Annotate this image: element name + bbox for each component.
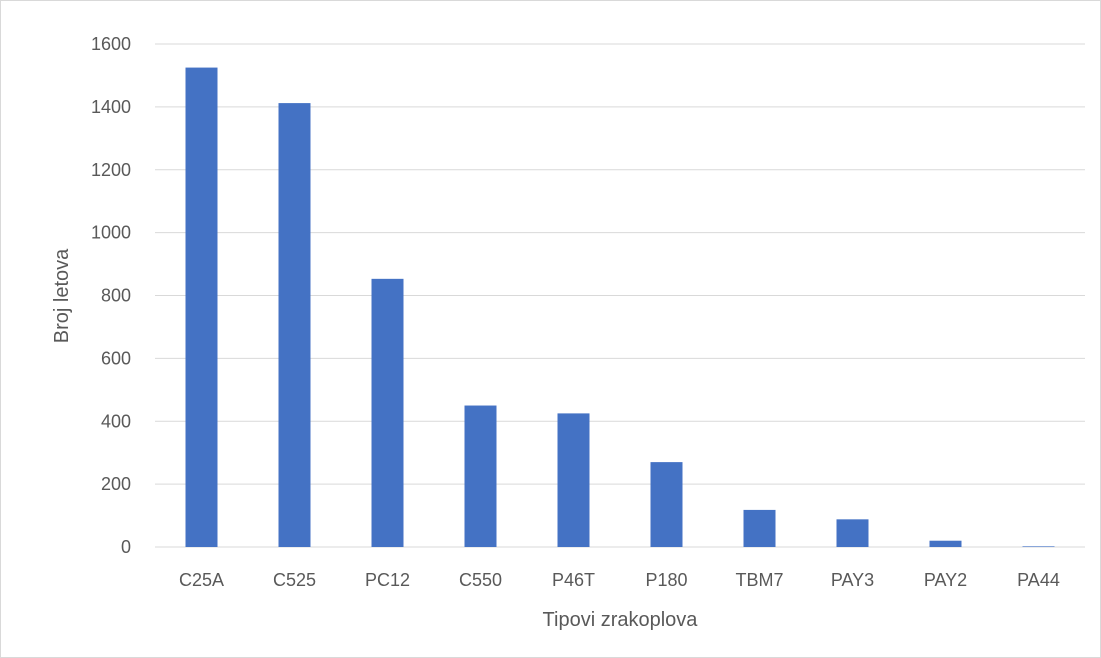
bar-c525 (278, 103, 311, 547)
bar-pa44 (1022, 546, 1055, 547)
bar-p46t (557, 413, 590, 547)
bar-tbm7 (743, 509, 776, 547)
x-tick-label: PA44 (1017, 570, 1060, 590)
y-tick-label: 1200 (91, 160, 131, 180)
y-tick-label: 800 (101, 286, 131, 306)
y-axis-ticks: 0 200 400 600 800 1000 1200 1400 1600 (91, 34, 131, 557)
y-tick-label: 0 (121, 537, 131, 557)
bar-pay3 (836, 519, 869, 547)
x-tick-label: C550 (459, 570, 502, 590)
x-axis-ticks: C25A C525 PC12 C550 P46T P180 TBM7 PAY3 PAY2 PA44 (179, 570, 1060, 590)
x-tick-label: PC12 (365, 570, 410, 590)
x-axis-title: Tipovi zrakoplova (543, 609, 699, 631)
x-tick-label: PAY2 (924, 570, 967, 590)
y-tick-label: 1600 (91, 34, 131, 54)
bar-p180 (650, 462, 683, 547)
x-tick-label: C25A (179, 570, 224, 590)
y-tick-label: 1400 (91, 97, 131, 117)
x-tick-label: C525 (273, 570, 316, 590)
x-tick-label: PAY3 (831, 570, 874, 590)
bar-pc12 (371, 278, 404, 547)
y-tick-label: 400 (101, 411, 131, 431)
y-tick-label: 200 (101, 474, 131, 494)
y-tick-label: 600 (101, 348, 131, 368)
x-tick-label: P46T (552, 570, 595, 590)
bar-c550 (464, 405, 497, 547)
bar-c25a (185, 67, 218, 547)
bar-pay2 (929, 540, 962, 547)
x-tick-label: TBM7 (735, 570, 783, 590)
y-tick-label: 1000 (91, 223, 131, 243)
bars (185, 67, 1055, 547)
x-tick-label: P180 (645, 570, 687, 590)
y-axis-title: Broj letova (51, 248, 73, 343)
